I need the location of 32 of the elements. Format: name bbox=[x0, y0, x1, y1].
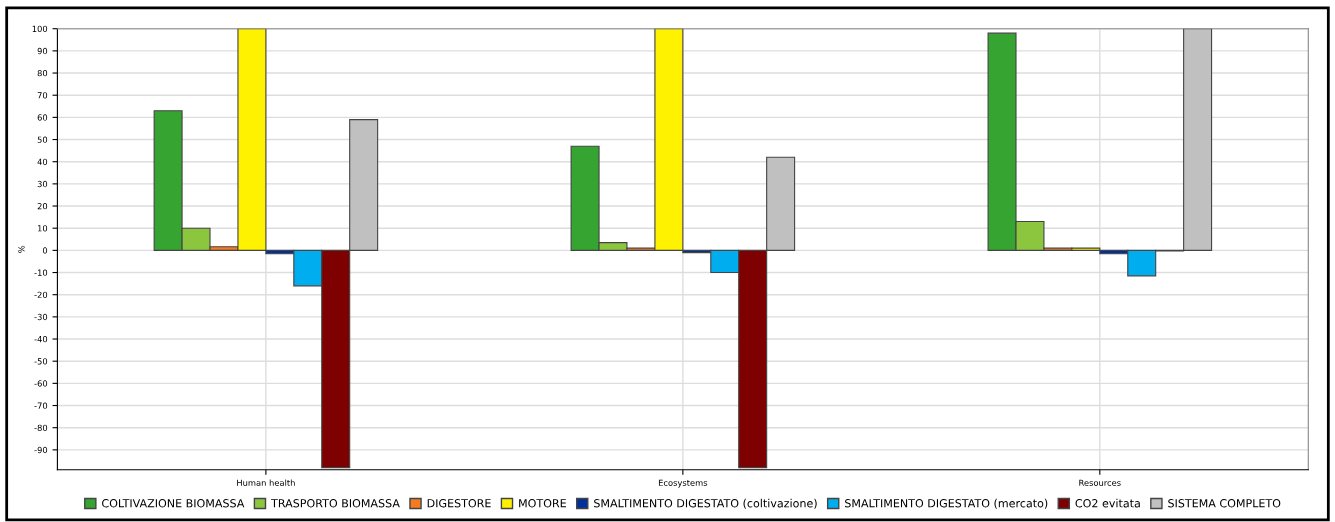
legend-label: MOTORE bbox=[519, 499, 566, 508]
y-tick-label: -60 bbox=[34, 380, 48, 387]
x-tick-label: Resources bbox=[1079, 479, 1121, 486]
legend-label: SMALTIMENTO DIGESTATO (mercato) bbox=[845, 498, 1048, 509]
y-tick-label: 20 bbox=[37, 203, 48, 210]
y-tick-label: 60 bbox=[37, 114, 48, 121]
y-tick-label: 30 bbox=[37, 180, 48, 188]
y-tick-label: 0 bbox=[42, 247, 48, 254]
y-tick-label: -20 bbox=[34, 291, 48, 298]
legend-label: SMALTIMENTO DIGESTATO (coltivazione) bbox=[594, 498, 817, 509]
y-tick-label: -40 bbox=[34, 336, 48, 343]
y-tick-label: 50 bbox=[37, 136, 48, 143]
y-tick-label: 100 bbox=[32, 25, 48, 32]
y-tick-label: 10 bbox=[37, 225, 48, 232]
y-tick-label: 40 bbox=[37, 158, 48, 165]
y-tick-label: -50 bbox=[34, 358, 48, 365]
y-tick-label: -90 bbox=[34, 446, 48, 454]
y-tick-label: -10 bbox=[34, 269, 48, 276]
legend-label: SISTEMA COMPLETO bbox=[1168, 499, 1281, 508]
y-tick-label: -70 bbox=[34, 402, 48, 409]
legend-label: TRASPORTO BIOMASSA bbox=[271, 499, 400, 508]
y-tick-label: -80 bbox=[34, 424, 48, 431]
y-tick-label: 80 bbox=[37, 70, 48, 77]
legend-label: CO2 evitata bbox=[1075, 498, 1140, 508]
y-tick-label: -30 bbox=[34, 313, 48, 321]
y-axis-title: % bbox=[18, 245, 25, 253]
legend-label: COLTIVAZIONE BIOMASSA bbox=[102, 499, 245, 508]
x-tick-label: Ecosystems bbox=[658, 479, 708, 488]
y-tick-label: 90 bbox=[37, 47, 48, 55]
y-tick-label: 70 bbox=[37, 92, 48, 99]
legend-label: DIGESTORE bbox=[427, 499, 491, 508]
x-tick-label: Human health bbox=[237, 479, 295, 486]
